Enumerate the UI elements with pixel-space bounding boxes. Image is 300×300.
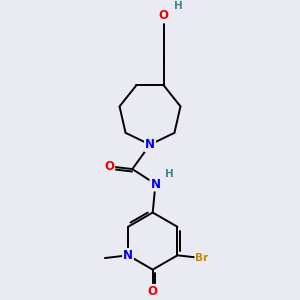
Text: O: O <box>159 9 169 22</box>
Text: N: N <box>150 178 161 190</box>
Text: O: O <box>104 160 114 173</box>
Text: Br: Br <box>195 253 208 263</box>
Text: H: H <box>165 169 173 179</box>
Text: N: N <box>123 249 133 262</box>
Text: N: N <box>145 138 155 151</box>
Text: O: O <box>148 285 158 298</box>
Text: H: H <box>174 2 183 11</box>
